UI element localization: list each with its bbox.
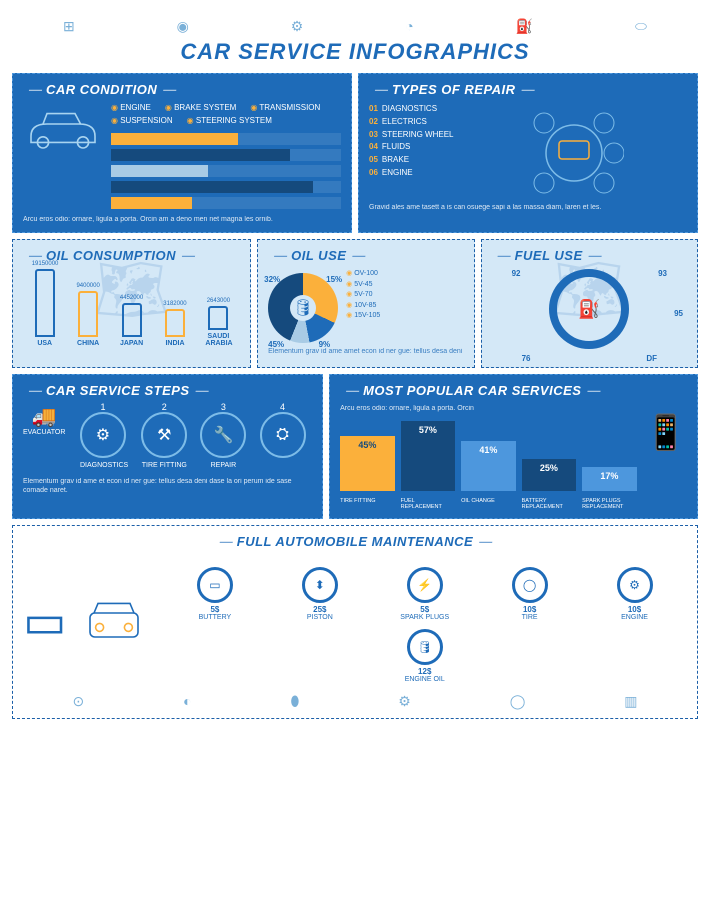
section-title: CAR CONDITION xyxy=(23,82,341,97)
oil-text: Elementum grav id ame amet econ id ner g… xyxy=(268,347,463,356)
steps-text: Elementum grav id ame et econ id ner gue… xyxy=(23,477,312,495)
maintenance-items: ▭5$BUTTERY⬍25$PISTON⚡5$SPARK PLUGS◯10$TI… xyxy=(162,563,687,687)
popular-text: Arcu eros odio: ornare, ligula a porta. … xyxy=(340,404,687,413)
car-condition-section: CAR CONDITION ENGINEBRAKE SYSTEMTRANSMIS… xyxy=(12,73,352,233)
repair-text: Gravid ales ame tasett a is can osuege s… xyxy=(369,203,687,212)
condition-legend: ENGINEBRAKE SYSTEMTRANSMISSIONSUSPENSION… xyxy=(111,103,341,125)
car-front-icon xyxy=(74,596,154,646)
types-repair-section: TYPES OF REPAIR 01DIAGNOSTICS02ELECTRICS… xyxy=(358,73,698,233)
condition-text: Arcu eros odio: ornare, ligula a porta. … xyxy=(23,215,341,224)
main-title: CAR SERVICE INFOGRAPHICS xyxy=(12,39,698,65)
section-title: FUEL USE xyxy=(492,248,687,263)
repair-list: 01DIAGNOSTICS02ELECTRICS03STEERING WHEEL… xyxy=(369,103,453,180)
car-lift-icon xyxy=(524,103,624,203)
oil-legend: OV-1005V-455V-7010V-8515V-105 xyxy=(346,269,380,322)
phone-icon: 📱 xyxy=(645,413,687,453)
popular-bars: 45%57%41%25%17% xyxy=(340,421,637,491)
fuel-ring: ⛽ xyxy=(549,269,629,349)
section-title: MOST POPULAR CAR SERVICES xyxy=(340,383,687,398)
top-icon-strip: ⊞◉⚙◔⛽⬭ xyxy=(12,18,698,35)
oil-consumption-section: 🗺 OIL CONSUMPTION 19150000USA9400000CHIN… xyxy=(12,239,251,368)
pump-chart: 19150000USA9400000CHINA4452000JAPAN31820… xyxy=(23,269,240,347)
section-title: FULL AUTOMOBILE MAINTENANCE xyxy=(23,534,687,549)
popular-services-section: MOST POPULAR CAR SERVICES Arcu eros odio… xyxy=(329,374,698,519)
condition-bars xyxy=(111,133,341,209)
tablet-icon: ▭ xyxy=(23,594,66,648)
fuel-use-section: 🗺 FUEL USE ⛽ 92 93 95 76 DF xyxy=(481,239,698,368)
car-icon xyxy=(23,103,103,153)
bottom-icon-strip: ⊙◐⬮⚙◯▥ xyxy=(23,693,687,710)
section-title: CAR SERVICE STEPS xyxy=(23,383,312,398)
service-steps-section: CAR SERVICE STEPS 🚚EVACUATOR 1⚙DIAGNOSTI… xyxy=(12,374,323,519)
maintenance-section: FULL AUTOMOBILE MAINTENANCE ▭ ▭5$BUTTERY… xyxy=(12,525,698,719)
steps-row: 1⚙DIAGNOSTICS2⚒TIRE FITTING3🔧REPAIR4⛭ xyxy=(73,412,312,469)
section-title: TYPES OF REPAIR xyxy=(369,82,687,97)
section-title: OIL USE xyxy=(268,248,463,263)
oil-use-section: OIL USE 🛢 32% 15% 45% 9% OV-1005V-455V-7… xyxy=(257,239,474,368)
